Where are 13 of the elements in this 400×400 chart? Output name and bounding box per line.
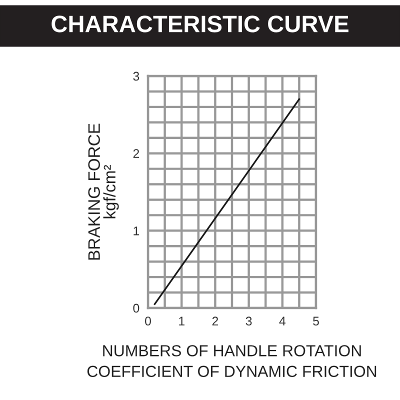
y-tick-label: 1 (134, 226, 140, 236)
y-tick-label: 3 (133, 72, 140, 81)
x-tick-label: 2 (212, 316, 218, 326)
y-tick-label: 0 (133, 304, 140, 313)
y-axis-title: BRAKING FORCE kgf/cm² (88, 124, 119, 260)
x-tick-label: 5 (313, 316, 319, 326)
y-tick-label: 2 (133, 149, 140, 158)
x-axis-title: NUMBERS OF HANDLE ROTATION COEFFICIENT OF DYNAMIC FRICTION (87, 345, 376, 378)
x-tick-label: 4 (279, 316, 286, 326)
x-tick-label: 0 (145, 316, 151, 326)
x-tick-label: 1 (179, 316, 184, 326)
chart-title: CHARACTERISTIC CURVE (52, 16, 348, 32)
x-tick-label: 3 (246, 316, 252, 326)
